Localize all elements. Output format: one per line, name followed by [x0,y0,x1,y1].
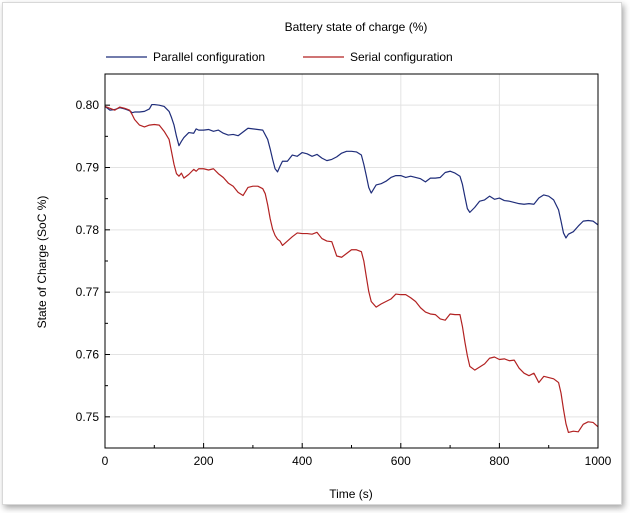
y-axis: 0.75 0.76 0.77 0.78 0.79 0.80 [76,98,110,424]
y-tick-label: 0.77 [76,285,100,299]
x-tick-label: 600 [391,454,411,468]
series-line-parallel [104,103,599,239]
x-tick-label: 800 [489,454,509,468]
y-tick-label: 0.76 [76,348,100,362]
y-tick-label: 0.75 [76,410,100,424]
x-axis-label: Time (s) [329,487,373,501]
y-tick-label: 0.78 [76,223,100,237]
x-tick-label: 0 [102,454,109,468]
x-tick-label: 400 [292,454,312,468]
plot-area [104,73,599,449]
gridlines [104,74,599,448]
legend-label-parallel: Parallel configuration [153,50,265,64]
x-axis: 0 200 400 600 800 1000 [102,443,612,468]
y-tick-label: 0.79 [76,161,100,175]
chart-title: Battery state of charge (%) [285,20,428,34]
legend: Parallel configuration Serial configurat… [106,50,453,64]
x-tick-label: 1000 [585,454,612,468]
legend-label-serial: Serial configuration [350,50,453,64]
series-line-serial [104,105,599,434]
y-tick-label: 0.80 [76,98,100,112]
series-lines [104,103,599,434]
y-axis-label: State of Charge (SoC %) [35,196,49,329]
x-tick-label: 200 [194,454,214,468]
